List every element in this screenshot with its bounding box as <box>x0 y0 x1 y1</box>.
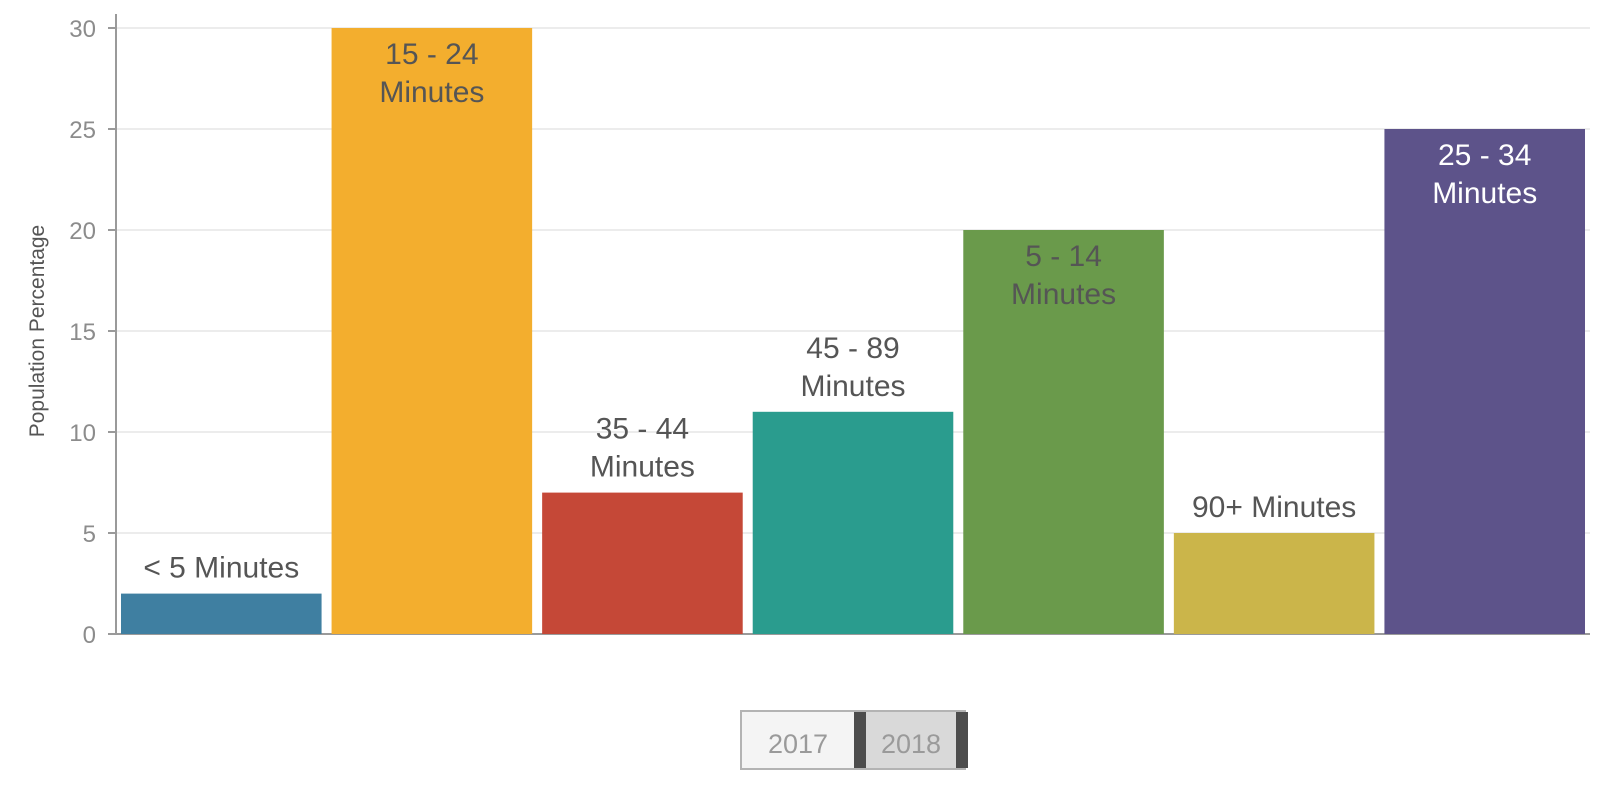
bar-label: 35 - 44 Minutes <box>590 413 695 484</box>
bar <box>332 28 533 634</box>
y-tick-label: 0 <box>83 622 96 649</box>
y-tick-label: 15 <box>69 319 96 346</box>
y-tick-label: 5 <box>83 521 96 548</box>
bar-label: 90+ Minutes <box>1192 491 1356 524</box>
y-tick-label: 25 <box>69 117 96 144</box>
year-2017-button[interactable]: 2017 <box>742 712 854 768</box>
bar <box>542 493 743 634</box>
y-axis-label: Population Percentage <box>26 225 49 438</box>
bar-label: < 5 Minutes <box>143 552 299 585</box>
year-range-selector[interactable]: 2017 2018 <box>740 710 966 770</box>
bar <box>753 412 954 634</box>
bar <box>1174 533 1375 634</box>
year-2018-button[interactable]: 2018 <box>866 712 956 768</box>
y-tick-label: 30 <box>69 16 96 43</box>
bar-chart: 0 5 10 15 20 25 30 Population Percentage < 5 Min… <box>0 0 1600 680</box>
range-handle-right[interactable] <box>956 712 968 768</box>
bar-label: 45 - 89 Minutes <box>800 332 905 403</box>
y-tick-label: 10 <box>69 420 96 447</box>
y-tick-label: 20 <box>69 218 96 245</box>
range-handle-left[interactable] <box>854 712 866 768</box>
bar <box>121 594 322 634</box>
